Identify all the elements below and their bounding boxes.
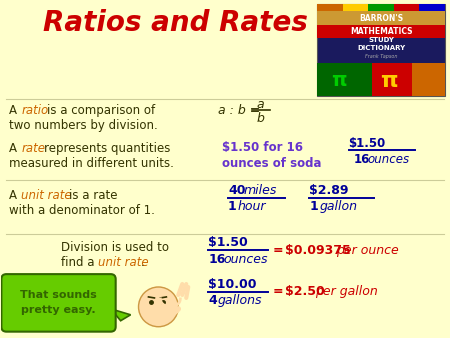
Text: miles: miles xyxy=(244,184,277,197)
Text: unit rate: unit rate xyxy=(21,189,72,202)
Text: per gallon: per gallon xyxy=(315,286,378,298)
Text: unit rate: unit rate xyxy=(98,256,148,269)
Text: .: . xyxy=(140,256,144,269)
Text: b: b xyxy=(257,112,265,125)
FancyBboxPatch shape xyxy=(317,63,445,96)
FancyBboxPatch shape xyxy=(317,63,372,96)
FancyBboxPatch shape xyxy=(343,4,368,11)
Text: A: A xyxy=(9,189,21,202)
Text: a : b =: a : b = xyxy=(218,104,260,117)
Text: two numbers by division.: two numbers by division. xyxy=(9,119,158,132)
Text: $0.09375: $0.09375 xyxy=(285,244,351,257)
Text: ounces: ounces xyxy=(223,253,267,266)
Text: 1: 1 xyxy=(310,200,318,213)
Text: a: a xyxy=(257,98,265,111)
Text: BARRON'S: BARRON'S xyxy=(359,14,403,23)
Text: 1: 1 xyxy=(228,200,237,213)
Text: represents quantities: represents quantities xyxy=(44,142,171,155)
FancyBboxPatch shape xyxy=(368,4,394,11)
Text: 16: 16 xyxy=(208,253,225,266)
Text: A: A xyxy=(9,104,21,117)
FancyBboxPatch shape xyxy=(317,4,445,96)
Circle shape xyxy=(139,287,178,327)
Text: gallons: gallons xyxy=(218,294,262,307)
Text: 4: 4 xyxy=(208,294,217,307)
Text: A: A xyxy=(9,142,21,155)
Text: 16: 16 xyxy=(353,152,369,166)
Text: ounces of soda: ounces of soda xyxy=(222,156,321,170)
Text: ounces: ounces xyxy=(367,152,409,166)
FancyBboxPatch shape xyxy=(419,4,445,11)
Text: $10.00: $10.00 xyxy=(208,277,256,291)
Text: measured in different units.: measured in different units. xyxy=(9,156,174,170)
FancyBboxPatch shape xyxy=(1,274,116,332)
Text: $1.50 for 16: $1.50 for 16 xyxy=(222,141,303,154)
Text: is a rate: is a rate xyxy=(69,189,117,202)
Text: $1.50: $1.50 xyxy=(348,137,386,150)
Text: π: π xyxy=(380,71,398,91)
Text: That sounds
pretty easy.: That sounds pretty easy. xyxy=(20,290,96,315)
Text: per ounce: per ounce xyxy=(336,244,399,257)
Text: Ratios and Rates: Ratios and Rates xyxy=(43,9,308,37)
Text: $2.89: $2.89 xyxy=(310,184,349,197)
FancyBboxPatch shape xyxy=(317,4,343,11)
Text: ratio: ratio xyxy=(21,104,49,117)
Text: Frank Tapson: Frank Tapson xyxy=(365,54,397,59)
FancyBboxPatch shape xyxy=(372,63,412,96)
Text: STUDY
DICTIONARY: STUDY DICTIONARY xyxy=(357,37,405,51)
Text: 40: 40 xyxy=(228,184,246,197)
Text: is a comparison of: is a comparison of xyxy=(47,104,155,117)
Text: π: π xyxy=(332,71,347,90)
Text: gallon: gallon xyxy=(320,200,357,213)
FancyBboxPatch shape xyxy=(317,11,445,25)
Text: MATHEMATICS: MATHEMATICS xyxy=(350,27,412,36)
Text: Division is used to: Division is used to xyxy=(61,241,169,254)
Text: =: = xyxy=(273,244,284,257)
FancyBboxPatch shape xyxy=(394,4,419,11)
Polygon shape xyxy=(111,309,130,321)
Text: hour: hour xyxy=(238,200,266,213)
Text: rate: rate xyxy=(21,142,45,155)
FancyBboxPatch shape xyxy=(317,25,445,38)
Text: $2.50: $2.50 xyxy=(285,286,324,298)
Text: with a denominator of 1.: with a denominator of 1. xyxy=(9,204,155,217)
Text: $1.50: $1.50 xyxy=(208,236,248,249)
Text: find a: find a xyxy=(61,256,98,269)
Text: =: = xyxy=(273,286,284,298)
